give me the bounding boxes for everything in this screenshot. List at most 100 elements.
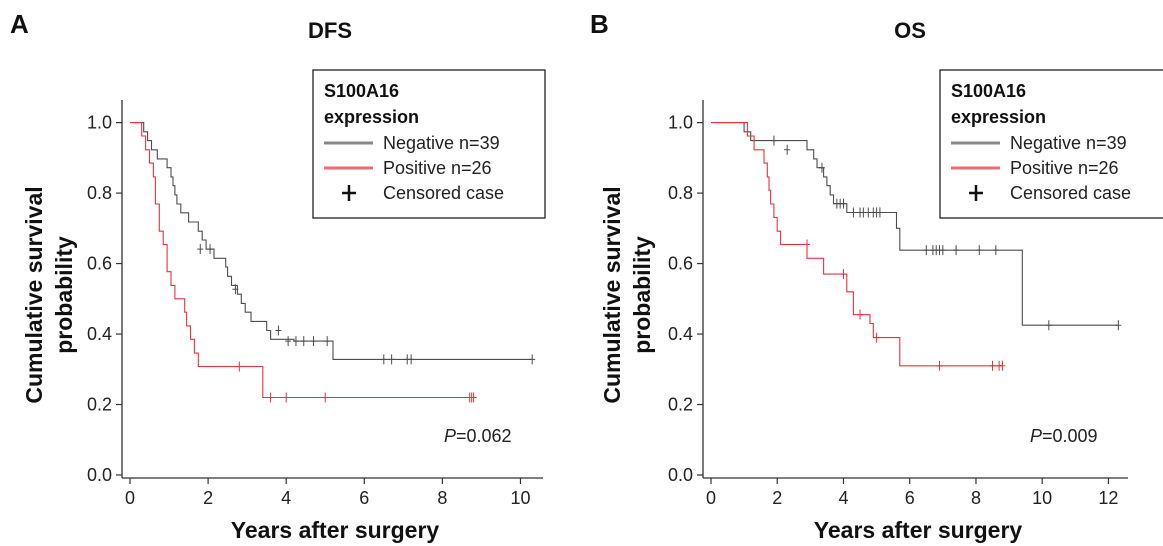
censor-mark-positive — [989, 360, 996, 371]
legend-title-line1: S100A16 — [951, 81, 1026, 101]
censor-mark-negative — [923, 245, 930, 256]
y-axis-title-line1: Cumulative survival — [599, 186, 625, 403]
legend-title-line2: expression — [951, 107, 1046, 127]
censor-mark-negative — [976, 245, 983, 256]
censor-mark-positive — [804, 239, 811, 250]
censor-mark-negative — [876, 207, 883, 218]
censor-mark-negative — [939, 245, 946, 256]
censor-mark-positive — [873, 332, 880, 343]
censor-mark-negative — [207, 244, 214, 255]
censor-mark-positive — [470, 392, 477, 403]
legend-censor-icon — [342, 185, 356, 201]
legend-entry-negative: Negative n=39 — [1010, 133, 1127, 153]
censor-mark-negative — [784, 144, 791, 155]
x-tick-label: 4 — [281, 488, 291, 508]
km-curve-positive — [130, 122, 474, 399]
x-tick-label: 8 — [437, 488, 447, 508]
p-value: P=0.009 — [1030, 426, 1098, 446]
y-tick-label: 0.0 — [87, 465, 112, 485]
p-value-number: =0.009 — [1042, 426, 1098, 446]
censor-mark-negative — [197, 244, 204, 255]
censor-mark-negative — [1115, 320, 1122, 331]
x-tick-label: 2 — [772, 488, 782, 508]
km-curve-negative — [130, 122, 533, 360]
x-tick-label: 6 — [905, 488, 915, 508]
y-tick-label: 0.6 — [87, 254, 112, 274]
panel-a: A DFS 0.0 0.2 0.4 0.6 0.8 1.0 0 2 4 6 8 10 Years after… — [10, 9, 546, 543]
km-curve-positive — [711, 122, 1003, 367]
panel-letter: B — [590, 9, 609, 39]
p-value-label: P — [444, 426, 456, 446]
censor-mark-positive — [936, 360, 943, 371]
y-axis-title-line2: probability — [51, 236, 77, 354]
censor-mark-positive — [267, 392, 274, 403]
censor-mark-negative — [232, 284, 239, 295]
legend-entry-censored: Censored case — [1010, 183, 1131, 203]
censor-mark-negative — [992, 245, 999, 256]
x-tick-label: 2 — [203, 488, 213, 508]
panel-letter: A — [10, 9, 29, 39]
legend-title-line1: S100A16 — [324, 81, 399, 101]
x-tick-label: 10 — [1032, 488, 1052, 508]
censor-mark-positive — [999, 360, 1006, 371]
legend-entry-positive: Positive n=26 — [383, 158, 492, 178]
y-tick-label: 0.0 — [668, 465, 693, 485]
legend-entry-negative: Negative n=39 — [383, 133, 500, 153]
censor-mark-negative — [408, 354, 415, 365]
y-tick-label: 0.6 — [668, 254, 693, 274]
censor-mark-negative — [388, 354, 395, 365]
legend: S100A16 expression Negative n=39 Positive n… — [312, 69, 546, 219]
censor-mark-negative — [310, 336, 317, 347]
x-axis-title: Years after surgery — [231, 517, 440, 543]
x-tick-label: 0 — [706, 488, 716, 508]
x-tick-label: 8 — [971, 488, 981, 508]
x-tick-label: 4 — [838, 488, 848, 508]
censor-mark-negative — [818, 162, 825, 173]
x-tick-label: 10 — [510, 488, 530, 508]
y-tick-label: 0.2 — [87, 395, 112, 415]
y-tick-label: 1.0 — [668, 113, 693, 133]
censor-mark-negative — [953, 245, 960, 256]
x-axis-title: Years after surgery — [814, 517, 1023, 543]
censor-mark-negative — [324, 336, 331, 347]
censor-mark-positive — [857, 309, 864, 320]
censor-mark-negative — [850, 207, 857, 218]
y-tick-label: 0.8 — [87, 183, 112, 203]
legend-entry-positive: Positive n=26 — [1010, 158, 1119, 178]
censor-mark-negative — [380, 354, 387, 365]
km-curve-negative — [711, 122, 1119, 326]
legend-censor-icon — [969, 185, 983, 201]
censor-mark-negative — [275, 325, 282, 336]
panel-title: OS — [894, 18, 926, 43]
y-tick-label: 0.4 — [87, 324, 112, 344]
x-tick-label: 0 — [125, 488, 135, 508]
legend: S100A16 expression Negative n=39 Positive n… — [939, 69, 1163, 219]
p-value-label: P — [1030, 426, 1042, 446]
y-axis-title-line1: Cumulative survival — [21, 186, 47, 403]
censor-mark-positive — [283, 392, 290, 403]
panel-title: DFS — [308, 18, 352, 43]
censor-mark-negative — [840, 198, 847, 209]
censor-mark-positive — [840, 269, 847, 280]
p-value-number: =0.062 — [456, 426, 512, 446]
y-tick-label: 0.8 — [668, 183, 693, 203]
censor-mark-negative — [1045, 320, 1052, 331]
censor-mark-negative — [285, 336, 292, 347]
y-axis-title-line2: probability — [629, 236, 655, 354]
panel-b: B OS 0.0 0.2 0.4 0.6 0.8 1.0 0 2 4 6 8 10 12 Years afte… — [590, 9, 1163, 543]
p-value: P=0.062 — [444, 426, 512, 446]
x-tick-label: 12 — [1098, 488, 1118, 508]
legend-entry-censored: Censored case — [383, 183, 504, 203]
censor-mark-positive — [322, 392, 329, 403]
y-tick-label: 1.0 — [87, 113, 112, 133]
x-tick-label: 6 — [359, 488, 369, 508]
censor-mark-negative — [292, 336, 299, 347]
legend-title-line2: expression — [324, 107, 419, 127]
y-tick-label: 0.4 — [668, 324, 693, 344]
censor-mark-negative — [529, 354, 536, 365]
y-tick-label: 0.2 — [668, 395, 693, 415]
censor-mark-negative — [770, 135, 777, 146]
censor-mark-negative — [300, 336, 307, 347]
censor-mark-positive — [236, 361, 243, 372]
